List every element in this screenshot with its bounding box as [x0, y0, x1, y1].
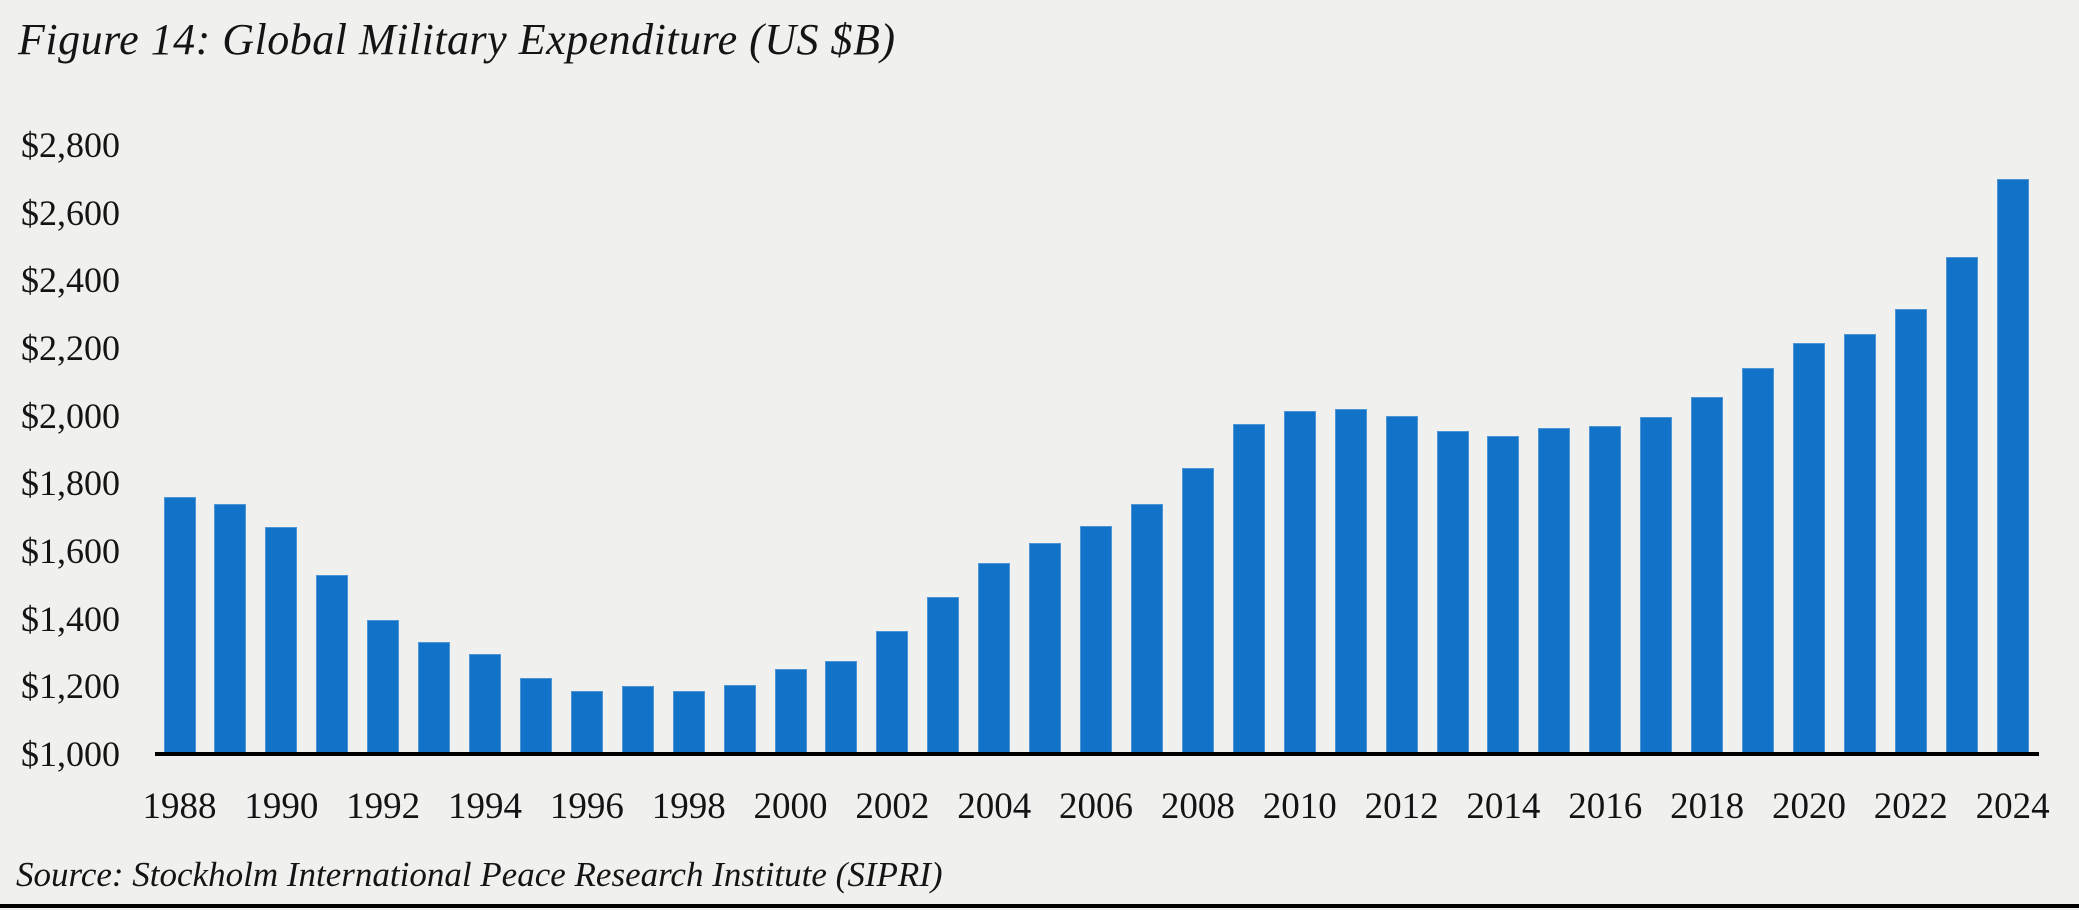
- y-tick-label: $2,600: [21, 192, 120, 233]
- bar-2012: [1385, 415, 1418, 754]
- bar-1993: [418, 642, 451, 754]
- bar-2017: [1640, 417, 1673, 754]
- bar-2018: [1691, 397, 1724, 754]
- x-tick-label: 1996: [549, 786, 624, 827]
- bar-2022: [1894, 309, 1927, 754]
- x-tick-label: 2024: [1975, 786, 2050, 827]
- bar-1990: [265, 527, 298, 754]
- x-tick-label: 1998: [651, 786, 726, 827]
- bar-2024: [1996, 178, 2029, 754]
- x-tick-label: 2000: [753, 786, 828, 827]
- x-tick-label: 1994: [448, 786, 523, 827]
- bar-1998: [672, 691, 705, 754]
- y-tick-label: $1,800: [21, 463, 120, 504]
- x-tick-label: 2014: [1466, 786, 1541, 827]
- bar-2001: [825, 660, 858, 754]
- x-axis-line: [155, 752, 2039, 756]
- x-tick-label: 2018: [1670, 786, 1745, 827]
- bar-2014: [1487, 435, 1520, 754]
- bar-1991: [316, 574, 349, 754]
- bar-2003: [927, 596, 960, 754]
- bar-1988: [163, 496, 196, 754]
- y-tick-label: $2,800: [21, 125, 120, 165]
- bar-1995: [519, 677, 552, 754]
- x-tick-label: 2020: [1771, 786, 1846, 827]
- x-tick-label: 2002: [855, 786, 930, 827]
- y-tick-label: $1,200: [21, 666, 120, 707]
- bar-2000: [774, 669, 807, 754]
- x-tick-label: 1990: [244, 786, 319, 827]
- x-tick-label: 2016: [1568, 786, 1643, 827]
- bar-2015: [1538, 427, 1571, 754]
- bar-2009: [1232, 424, 1265, 754]
- x-tick-label: 2008: [1160, 786, 1235, 827]
- bar-1989: [214, 503, 247, 754]
- x-tick-label: 2012: [1364, 786, 1439, 827]
- bar-2007: [1130, 503, 1163, 754]
- bar-2020: [1792, 342, 1825, 754]
- y-tick-label: $2,200: [21, 328, 120, 368]
- x-tick-label: 1988: [142, 786, 217, 827]
- bar-1996: [570, 691, 603, 754]
- bar-2008: [1181, 468, 1214, 754]
- bar-2023: [1945, 256, 1978, 754]
- y-tick-label: $2,400: [21, 260, 120, 301]
- bar-2005: [1029, 542, 1062, 754]
- x-tick-label: 1992: [346, 786, 421, 827]
- bar-1992: [367, 620, 400, 754]
- y-tick-label: $2,000: [21, 395, 120, 436]
- bar-2004: [978, 562, 1011, 754]
- source-caption: Source: Stockholm International Peace Re…: [16, 855, 943, 894]
- figure-title: Figure 14: Global Military Expenditure (…: [18, 15, 896, 64]
- bar-2011: [1334, 408, 1367, 754]
- bar-2010: [1283, 410, 1316, 754]
- y-tick-label: $1,400: [21, 598, 120, 639]
- x-tick-label: 2004: [957, 786, 1032, 827]
- y-tick-label: $1,000: [21, 734, 120, 775]
- bar-2002: [876, 630, 909, 754]
- bar-2019: [1742, 368, 1775, 754]
- x-tick-label: 2010: [1262, 786, 1337, 827]
- bar-1997: [621, 686, 654, 754]
- bottom-rule: [0, 904, 2079, 908]
- bar-2016: [1589, 425, 1622, 754]
- bar-2006: [1080, 525, 1113, 754]
- x-tick-label: 2006: [1059, 786, 1134, 827]
- bar-2021: [1843, 334, 1876, 754]
- y-tick-label: $1,600: [21, 531, 120, 572]
- bar-2013: [1436, 430, 1469, 754]
- x-tick-label: 2022: [1873, 786, 1948, 827]
- bar-1994: [469, 654, 502, 754]
- bar-1999: [723, 684, 756, 754]
